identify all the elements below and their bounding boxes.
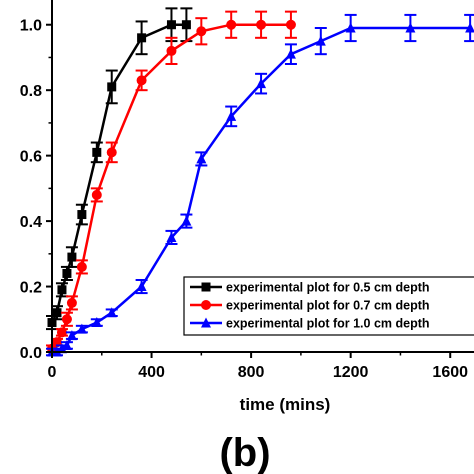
- data-point: [166, 45, 177, 56]
- data-point: [57, 285, 67, 295]
- x-tick-label: 1600: [432, 364, 468, 381]
- y-tick-label: 0.6: [20, 149, 42, 166]
- legend: experimental plot for 0.5 cm depth experi…: [183, 276, 474, 336]
- y-tick-label: 1.0: [20, 18, 42, 35]
- data-point: [256, 19, 267, 30]
- data-point: [66, 330, 77, 341]
- data-point: [76, 261, 87, 272]
- data-point: [106, 307, 117, 318]
- y-tick-label: 0.8: [20, 83, 42, 100]
- x-axis-title: time (mins): [240, 395, 331, 414]
- data-point: [56, 327, 67, 338]
- series-3: [46, 13, 474, 357]
- legend-label: experimental plot for 0.5 cm depth: [226, 281, 430, 295]
- legend-label: experimental plot for 0.7 cm depth: [226, 299, 430, 313]
- data-point: [107, 82, 117, 92]
- legend-item: experimental plot for 0.7 cm depth: [190, 299, 430, 313]
- data-point: [345, 22, 356, 33]
- data-point: [226, 110, 237, 121]
- legend-swatch-marker: [201, 317, 211, 328]
- data-point: [106, 147, 117, 158]
- data-point: [137, 33, 147, 43]
- data-point: [67, 252, 77, 262]
- axes: 0 400 800 1200 1600 0.0 0.2 0.4 0.6 0.8 1.0: [20, 0, 474, 381]
- data-point: [315, 35, 326, 46]
- data-point: [405, 22, 416, 33]
- plot-area: [46, 7, 474, 357]
- legend-item: experimental plot for 1.0 cm depth: [190, 317, 430, 331]
- y-tick-label: 0.4: [20, 214, 42, 231]
- data-point: [136, 281, 147, 292]
- x-tick-label: 400: [138, 364, 165, 381]
- data-point: [166, 231, 177, 242]
- legend-label: experimental plot for 1.0 cm depth: [226, 317, 430, 331]
- data-point: [76, 323, 87, 334]
- data-point: [285, 19, 296, 30]
- data-point: [91, 317, 102, 328]
- data-point: [61, 314, 72, 325]
- data-point: [196, 26, 207, 37]
- data-point: [91, 189, 102, 200]
- data-point: [166, 20, 176, 30]
- x-tick-label: 800: [238, 364, 265, 381]
- data-point: [61, 339, 72, 350]
- y-tick-label: 0.0: [20, 345, 42, 362]
- x-tick-label: 0: [48, 364, 57, 381]
- data-point: [256, 78, 267, 89]
- data-point: [66, 297, 77, 308]
- data-point: [465, 22, 474, 33]
- data-point: [196, 153, 207, 164]
- legend-swatch-marker: [201, 282, 211, 292]
- data-point: [226, 19, 237, 30]
- legend-item: experimental plot for 0.5 cm depth: [190, 281, 430, 295]
- data-point: [62, 268, 72, 278]
- x-tick-label: 1200: [333, 364, 369, 381]
- legend-swatch-marker: [201, 300, 211, 310]
- series-1: [46, 7, 193, 331]
- y-tick-label: 0.2: [20, 280, 42, 297]
- data-point: [181, 215, 192, 226]
- legend-box: [183, 276, 474, 336]
- series-line: [50, 23, 187, 324]
- data-point: [52, 308, 62, 318]
- data-point: [181, 20, 191, 30]
- data-point: [136, 75, 147, 86]
- data-point: [92, 147, 102, 157]
- data-point: [285, 48, 296, 59]
- data-point: [77, 210, 87, 220]
- panel-label: (b): [219, 431, 270, 474]
